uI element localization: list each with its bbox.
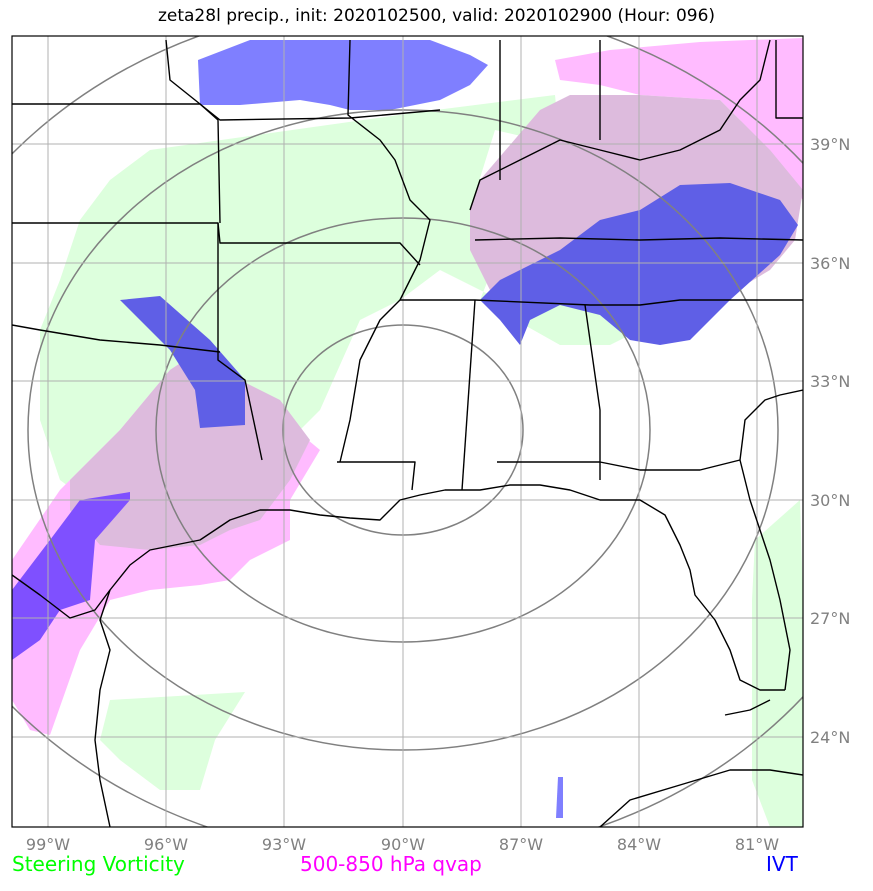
grid-lines xyxy=(12,36,803,827)
map-frame xyxy=(11,35,804,828)
legend-qvap: 500-850 hPa qvap xyxy=(300,852,482,876)
lon-label: 81°W xyxy=(735,835,779,854)
lon-label: 87°W xyxy=(499,835,543,854)
lat-label: 30°N xyxy=(810,491,850,510)
lon-label: 96°W xyxy=(144,835,188,854)
lon-label: 84°W xyxy=(617,835,661,854)
lat-label: 36°N xyxy=(810,254,850,273)
lon-label: 99°W xyxy=(26,835,70,854)
longitude-labels: 99°W 96°W 93°W 90°W 87°W 84°W 81°W xyxy=(26,835,779,854)
legend-steering-vorticity: Steering Vorticity xyxy=(12,852,185,876)
lat-label: 33°N xyxy=(810,372,850,391)
lon-label: 93°W xyxy=(262,835,306,854)
lon-label: 90°W xyxy=(381,835,425,854)
lat-label: 39°N xyxy=(810,135,850,154)
lat-label: 24°N xyxy=(810,728,850,747)
legend-ivt: IVT xyxy=(766,852,798,876)
lat-label: 27°N xyxy=(810,609,850,628)
map-title: zeta28l precip., init: 2020102500, valid… xyxy=(157,6,716,26)
latitude-labels: 39°N 36°N 33°N 30°N 27°N 24°N xyxy=(810,135,850,747)
coastlines-borders xyxy=(12,39,803,827)
map-plot xyxy=(12,36,803,827)
